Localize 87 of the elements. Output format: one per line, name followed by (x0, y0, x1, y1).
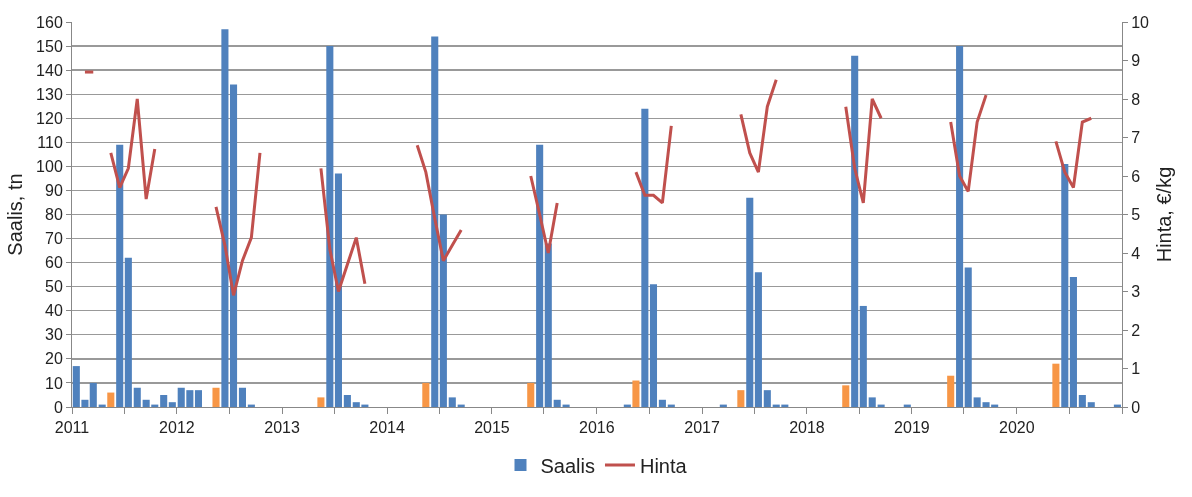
bar (1069, 277, 1077, 407)
bar (168, 402, 176, 407)
bar (649, 284, 658, 407)
bar (737, 390, 745, 407)
y2-tick-label: 10 (1131, 13, 1150, 31)
bar (448, 397, 456, 407)
x-tick-label: 2015 (474, 419, 510, 437)
bar (973, 397, 981, 407)
bar (1078, 394, 1086, 407)
bar (641, 108, 649, 407)
bar (956, 46, 964, 407)
bar (754, 272, 762, 407)
x-tick-label: 2011 (54, 419, 90, 437)
bar (553, 399, 561, 407)
bar (851, 55, 859, 407)
bar (194, 390, 203, 407)
y-tick-label: 80 (45, 206, 63, 224)
y-tick-label: 20 (45, 350, 63, 368)
bar (107, 392, 115, 407)
y-tick-label: 10 (45, 374, 63, 392)
bar (964, 267, 972, 407)
y2-axis-title: Hinta, €/kg (1152, 166, 1175, 263)
bar (527, 382, 535, 407)
bar (1061, 163, 1069, 407)
legend-label: Hinta (639, 454, 688, 477)
y2-tick-label: 1 (1131, 360, 1141, 378)
x-tick-label: 2014 (369, 419, 405, 437)
bar (230, 84, 238, 407)
bar (160, 394, 168, 407)
y-tick-label: 70 (45, 230, 63, 248)
bar (116, 144, 124, 407)
x-tick-label: 2012 (159, 419, 195, 437)
bar (842, 385, 850, 407)
y2-tick-label: 6 (1131, 167, 1141, 185)
x-tick-label: 2013 (264, 419, 301, 437)
bar (544, 243, 552, 407)
y-tick-label: 60 (45, 254, 63, 272)
bar (133, 387, 141, 407)
y-tick-label: 30 (45, 326, 63, 344)
y2-tick-label: 4 (1131, 244, 1141, 262)
bar (1087, 402, 1095, 407)
x-tick-label: 2017 (684, 419, 720, 437)
bar (746, 197, 754, 407)
y-tick-label: 100 (36, 157, 63, 175)
y-tick-label: 50 (45, 278, 63, 296)
bar (343, 394, 351, 407)
y2-tick-label: 9 (1131, 52, 1141, 70)
x-tick-label: 2019 (894, 419, 930, 437)
y2-tick-label: 5 (1131, 206, 1141, 224)
y-tick-label: 150 (36, 37, 63, 55)
bar (89, 382, 97, 407)
y2-tick-label: 7 (1131, 129, 1141, 147)
bar (317, 397, 325, 407)
bar (422, 382, 430, 407)
bar (326, 46, 334, 407)
y2-tick-label: 2 (1131, 321, 1141, 339)
bar (1052, 363, 1060, 407)
bar (439, 214, 447, 407)
bar (212, 387, 220, 407)
bar (947, 375, 955, 407)
bar (431, 36, 439, 407)
y2-tick-label: 8 (1131, 90, 1141, 108)
y-axis-title: Saalis, tn (3, 173, 26, 256)
y2-tick-label: 0 (1131, 398, 1141, 416)
bar (124, 257, 132, 407)
bar (632, 380, 640, 407)
bar (763, 390, 771, 407)
y-tick-label: 160 (36, 13, 63, 31)
x-tick-label: 2018 (789, 419, 825, 437)
bar (334, 173, 342, 407)
y-tick-label: 120 (36, 109, 63, 127)
legend-label: Saalis (540, 454, 595, 477)
y-tick-label: 0 (53, 398, 63, 416)
x-tick-label: 2016 (579, 419, 615, 437)
y-tick-label: 90 (45, 182, 63, 200)
bar (221, 29, 229, 407)
bar (238, 387, 246, 407)
y-tick-label: 140 (36, 61, 63, 79)
x-tick-label: 2020 (999, 419, 1035, 437)
bar (536, 144, 544, 407)
y-tick-label: 130 (36, 85, 63, 103)
bar (658, 399, 666, 407)
bar (859, 305, 867, 407)
bar (868, 397, 876, 407)
y-tick-label: 110 (37, 133, 63, 151)
y2-tick-label: 3 (1131, 283, 1141, 301)
y-tick-label: 40 (45, 302, 63, 320)
